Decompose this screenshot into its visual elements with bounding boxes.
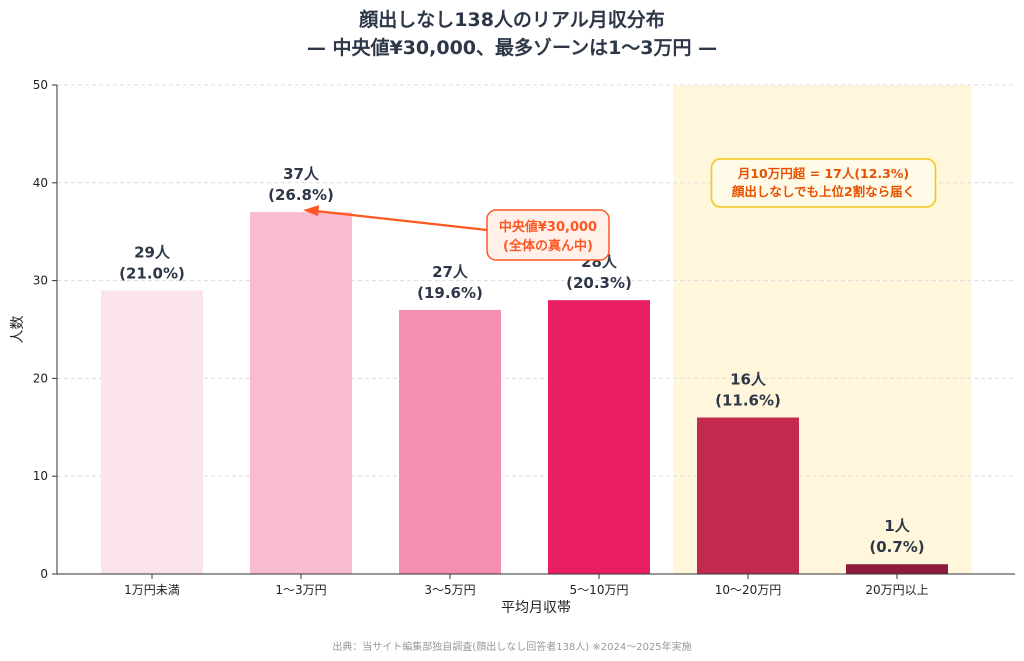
bar-percent-label: (19.6%) bbox=[417, 284, 483, 302]
x-tick-label: 1〜3万円 bbox=[275, 583, 326, 597]
bar bbox=[548, 300, 650, 574]
bar-value-label: 29人 bbox=[134, 243, 171, 261]
bar-percent-label: (0.7%) bbox=[869, 538, 924, 556]
highlight-note-box bbox=[710, 158, 937, 208]
median-arrow-line bbox=[316, 210, 488, 232]
bar-percent-label: (20.3%) bbox=[566, 274, 632, 292]
y-tick-label: 40 bbox=[33, 176, 48, 190]
bar bbox=[101, 290, 203, 574]
x-axis-title: 平均月収帯 bbox=[501, 600, 571, 616]
bar bbox=[399, 309, 501, 574]
median-annotation-line2: (全体の真ん中) bbox=[503, 238, 593, 254]
bar-percent-label: (26.8%) bbox=[268, 186, 334, 204]
source-note: 出典：当サイト編集部独自調査(顔出しなし回答者138人) ※2024〜2025年… bbox=[332, 642, 692, 653]
chart-title-line1: 顔出しなし138人のリアル月収分布 bbox=[359, 9, 665, 31]
bar-value-label: 37人 bbox=[283, 165, 320, 183]
chart-subtitle-line2: — 中央値¥30,000、最多ゾーンは1〜3万円 — bbox=[306, 37, 718, 59]
y-tick-label: 30 bbox=[33, 274, 48, 288]
bar bbox=[846, 564, 948, 574]
x-tick-label: 5〜10万円 bbox=[570, 583, 629, 597]
x-tick-label: 20万円以上 bbox=[865, 583, 928, 597]
bar-layer bbox=[101, 212, 948, 574]
bar-percent-label: (21.0%) bbox=[119, 264, 185, 282]
median-annotation-line1: 中央値¥30,000 bbox=[499, 219, 597, 235]
highlight-note-line1: 月10万円超 = 17人(12.3%) bbox=[737, 166, 909, 181]
highlight-note-line2: 顔出しなしでも上位2割なら届く bbox=[731, 184, 915, 199]
y-tick-label: 10 bbox=[33, 469, 48, 483]
bar-percent-label: (11.6%) bbox=[715, 392, 781, 410]
chart-title: 顔出しなし138人のリアル月収分布 — 中央値¥30,000、最多ゾーンは1〜3… bbox=[0, 6, 1024, 62]
bar bbox=[697, 417, 799, 574]
median-arrowhead bbox=[303, 205, 319, 217]
axis-layer: 0 10 20 30 40 50 1万円未満 1〜3万円 3〜5万円 5〜10万円 10〜20万円 2… bbox=[10, 78, 1015, 616]
bar-value-label: 1人 bbox=[884, 517, 910, 535]
bar-value-label: 16人 bbox=[730, 371, 767, 389]
y-tick-label: 0 bbox=[40, 567, 48, 581]
x-tick-label: 10〜20万円 bbox=[715, 583, 782, 597]
bar-value-label: 27人 bbox=[432, 263, 469, 281]
median-annotation-box bbox=[486, 209, 610, 261]
y-axis-title: 人数 bbox=[10, 316, 26, 344]
bar bbox=[250, 212, 352, 574]
y-tick-label: 50 bbox=[33, 78, 48, 92]
x-tick-label: 3〜5万円 bbox=[424, 583, 475, 597]
x-tick-label: 1万円未満 bbox=[124, 583, 180, 597]
y-tick-label: 20 bbox=[33, 371, 48, 385]
annotation-layer: 中央値¥30,000 (全体の真ん中) 月10万円超 = 17人(12.3%) 顔出し… bbox=[303, 158, 937, 261]
value-label-layer: 29人(21.0%)37人(26.8%)27人(19.6%)28人(20.3%)… bbox=[119, 165, 925, 556]
